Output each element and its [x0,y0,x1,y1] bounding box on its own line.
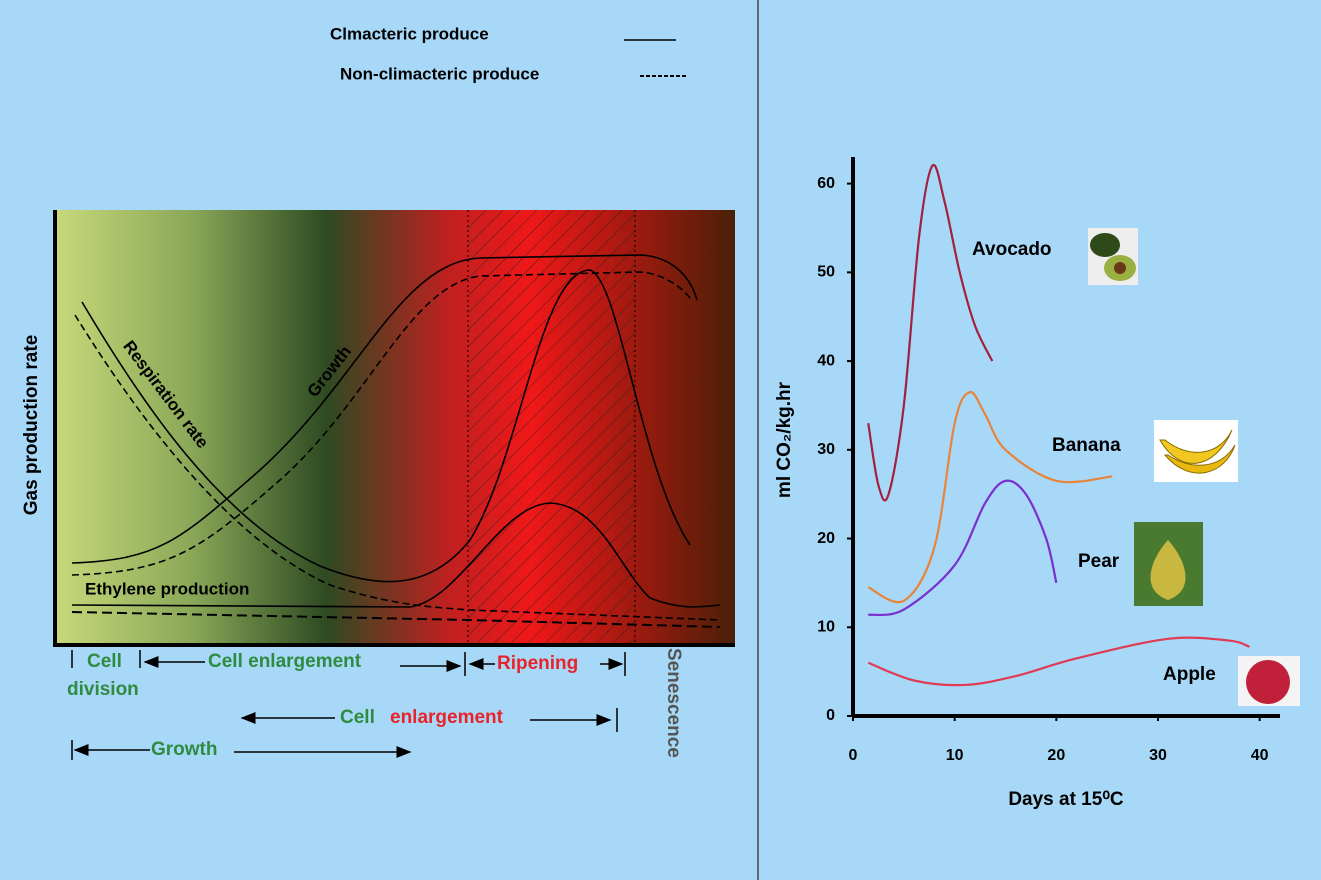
y-axis-label: Gas production rate [21,335,42,516]
legend-label: Non-climacteric produce [340,64,539,83]
curve-label: Ethylene production [85,579,249,598]
y-tick-label: 40 [817,352,835,369]
series-label: Pear [1078,551,1120,572]
y-tick-label: 20 [817,530,835,547]
fruit-icons [1088,228,1300,706]
axes [53,210,735,647]
line-series [868,479,1058,617]
series-label: Banana [1052,435,1121,456]
phase-label: Senescence [663,648,684,758]
x-tick-label: 20 [1047,747,1065,764]
x-tick-label: 30 [1149,747,1167,764]
line-series [867,391,1113,604]
y-tick-label: 60 [817,175,835,192]
climacteric-label: Growth [151,739,218,760]
climacteric-label: Cell [340,707,375,728]
series-label: Apple [1163,664,1216,685]
curves [71,254,721,628]
y-tick-label: 0 [826,707,835,724]
x-tick-label: 10 [946,747,964,764]
phase-label: division [67,679,139,700]
phase-arrows [71,650,626,760]
climacteric-label: enlargement [390,707,504,728]
phase-label: Ripening [497,653,578,674]
x-tick-label: 40 [1251,747,1269,764]
line-series [867,636,1250,687]
phase-label: Cell enlargement [208,651,362,672]
y-tick-label: 50 [817,264,835,281]
y-axis-label: ml CO₂/kg.hr [774,381,795,498]
legend-label: Clmacteric produce [330,24,489,43]
x-axis-label: Days at 15⁰C [1008,789,1124,810]
phase-label: Cell [87,651,122,672]
ripening-hatch [468,210,635,645]
line-series [867,163,994,502]
x-tick-label: 0 [849,747,858,764]
y-tick-label: 30 [817,441,835,458]
series-label: Avocado [972,239,1052,260]
y-tick-label: 10 [817,618,835,635]
